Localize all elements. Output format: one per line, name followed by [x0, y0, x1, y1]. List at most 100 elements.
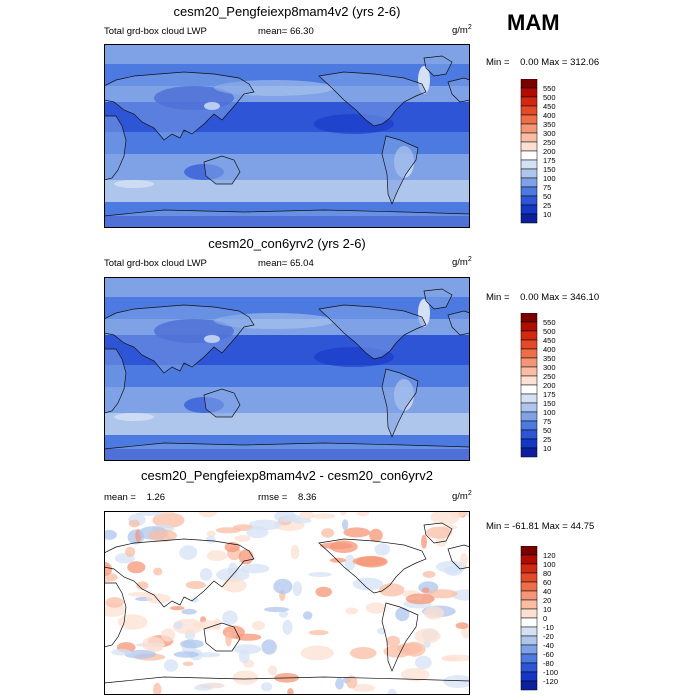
colorbar-2-swatch-13 — [520, 429, 538, 440]
colorbar-1-label-7: 200 — [543, 147, 556, 156]
map-1-south-america-outline — [381, 135, 419, 205]
colorbar-3-label-5: 20 — [543, 596, 551, 605]
colorbar-3-swatch-13 — [520, 662, 538, 673]
colorbar-3-label-1: 100 — [543, 560, 556, 569]
colorbar-2-swatch-7 — [520, 375, 538, 386]
panel-3-min-label: Min = — [486, 521, 510, 532]
colorbar-3-swatch-3 — [520, 572, 538, 583]
colorbar-1-label-13: 25 — [543, 201, 551, 210]
colorbar-3-swatch-0 — [520, 546, 538, 556]
colorbar-2-swatch-8 — [520, 384, 538, 395]
panel-3-minmax: Min = -61.81 Max = 44.75 — [486, 521, 594, 532]
panel-1-mean-value: 66.30 — [289, 26, 314, 37]
colorbar-1-swatch-7 — [520, 141, 538, 152]
map-3-africa-outline — [104, 582, 127, 648]
colorbar-3-swatch-7 — [520, 608, 538, 619]
map-2-europe-west-outline — [447, 310, 470, 336]
colorbar-3-label-7: 0 — [543, 614, 547, 623]
colorbar-1-swatch-9 — [520, 159, 538, 170]
colorbar-1-swatch-10 — [520, 168, 538, 179]
map-2-africa-outline — [104, 348, 127, 414]
panel-3-max-label: Max = — [541, 521, 568, 532]
colorbar-2-label-14: 10 — [543, 444, 551, 453]
colorbar-2-swatch-1 — [520, 321, 538, 332]
colorbar-3-swatch-15 — [520, 680, 538, 691]
panel-1-variable-label: Total grd-box cloud LWP — [104, 26, 207, 37]
panel-3-mean: mean = 1.26 — [104, 492, 165, 503]
panel-1-min-value: 0.00 — [520, 57, 539, 68]
panel-1-minmax: Min = 0.00 Max = 312.06 — [486, 57, 599, 68]
colorbar-3-label-2: 80 — [543, 569, 551, 578]
colorbar-2-label-5: 300 — [543, 363, 556, 372]
panel-2-mean-value: 65.04 — [289, 258, 314, 269]
panel-2-max-label: Max = — [541, 292, 568, 303]
map-panel-2 — [104, 277, 470, 461]
colorbar-1-swatch-11 — [520, 177, 538, 188]
colorbar-1-label-6: 250 — [543, 138, 556, 147]
panel-1-title: cesm20_Pengfeiexp8mam4v2 (yrs 2-6) — [173, 4, 401, 19]
colorbar-1-swatch-0 — [520, 79, 538, 89]
colorbar-1-swatch-6 — [520, 132, 538, 143]
map-2-australia-outline — [203, 388, 241, 418]
colorbar-3-swatch-6 — [520, 599, 538, 610]
colorbar-3-swatch-1 — [520, 554, 538, 565]
panel-1-min-label: Min = — [486, 57, 510, 68]
colorbar-2-label-11: 75 — [543, 417, 551, 426]
panel-3-max-value: 44.75 — [570, 521, 595, 532]
panel-1-mean-label: mean= — [258, 26, 288, 37]
colorbar-2-label-3: 400 — [543, 345, 556, 354]
colorbar-panel-1: 5505004504003503002502001751501007550251… — [520, 79, 556, 224]
colorbar-2-swatch-6 — [520, 366, 538, 377]
colorbar-2-label-10: 100 — [543, 408, 556, 417]
panel-2-units: g/m2 — [452, 256, 472, 268]
colorbar-panel-2: 5505004504003503002502001751501007550251… — [520, 313, 556, 458]
colorbar-3-label-3: 60 — [543, 578, 551, 587]
colorbar-1-swatch-8 — [520, 150, 538, 161]
map-3-north-america-outline — [318, 538, 427, 594]
panel-2-max-value: 346.10 — [570, 292, 600, 303]
map-3-frame — [104, 511, 470, 695]
colorbar-3-swatch-14 — [520, 671, 538, 682]
colorbar-2-swatch-3 — [520, 339, 538, 350]
units-text: g/m — [452, 491, 468, 503]
panel-2-min-label: Min = — [486, 292, 510, 303]
map-2-south-america-outline — [381, 368, 419, 438]
colorbar-2-label-2: 450 — [543, 336, 556, 345]
colorbar-2-swatch-4 — [520, 348, 538, 359]
map-1-greenland-outline — [423, 55, 453, 77]
map-2-field — [104, 277, 470, 461]
panel-2-minmax: Min = 0.00 Max = 346.10 — [486, 292, 599, 303]
colorbar-2-swatch-0 — [520, 313, 538, 323]
map-2-asia-europe-outline — [104, 304, 255, 374]
map-3-coastlines — [104, 522, 470, 695]
colorbar-1-label-9: 150 — [543, 165, 556, 174]
panel-3-title: cesm20_Pengfeiexp8mam4v2 - cesm20_con6yr… — [141, 468, 433, 483]
colorbar-3-label-8: -10 — [543, 623, 554, 632]
colorbar-3-label-0: 120 — [543, 551, 556, 560]
colorbar-1-swatch-5 — [520, 123, 538, 134]
colorbar-3-swatch-9 — [520, 626, 538, 637]
colorbar-2-swatch-11 — [520, 411, 538, 422]
colorbar-1-swatch-1 — [520, 87, 538, 98]
colorbar-1-label-0: 550 — [543, 84, 556, 93]
panel-3-mean-label: mean = — [104, 492, 136, 503]
units-text: g/m — [452, 257, 468, 269]
colorbar-3-swatch-5 — [520, 590, 538, 601]
colorbar-3-label-6: 10 — [543, 605, 551, 614]
map-1-field — [104, 44, 470, 228]
panel-1-mean: mean= 66.30 — [258, 26, 314, 37]
colorbar-1-swatch-13 — [520, 195, 538, 206]
map-2-frame — [104, 277, 470, 461]
colorbar-2-swatch-12 — [520, 420, 538, 431]
colorbar-1-label-3: 400 — [543, 111, 556, 120]
panel-1-max-value: 312.06 — [570, 57, 600, 68]
map-panel-1 — [104, 44, 470, 228]
colorbar-3-swatch-10 — [520, 635, 538, 646]
map-3-europe-west-outline — [447, 544, 470, 570]
map-1-frame — [104, 44, 470, 228]
colorbar-2-label-4: 350 — [543, 354, 556, 363]
units-exponent: 2 — [467, 256, 472, 263]
units-text: g/m — [452, 25, 468, 37]
colorbar-2-swatch-14 — [520, 438, 538, 449]
